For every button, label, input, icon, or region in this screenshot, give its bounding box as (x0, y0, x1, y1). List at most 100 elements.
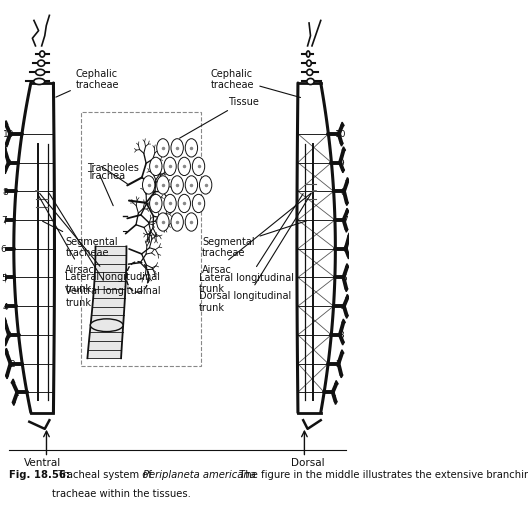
Polygon shape (348, 234, 351, 237)
Text: 3: 3 (5, 331, 11, 340)
Polygon shape (0, 263, 2, 267)
Text: Trachea: Trachea (87, 171, 125, 181)
Polygon shape (342, 148, 345, 151)
Text: Tissue: Tissue (180, 97, 259, 139)
Text: 9: 9 (338, 159, 344, 168)
Polygon shape (341, 350, 344, 354)
Circle shape (157, 177, 169, 195)
Polygon shape (341, 123, 344, 126)
Polygon shape (346, 295, 350, 298)
Polygon shape (3, 146, 6, 150)
Polygon shape (0, 177, 2, 181)
Text: tracheae within the tissues.: tracheae within the tissues. (52, 488, 191, 498)
Ellipse shape (307, 70, 313, 76)
Circle shape (185, 177, 197, 195)
Text: 10: 10 (3, 130, 14, 139)
Polygon shape (345, 230, 348, 233)
Polygon shape (11, 379, 15, 383)
Polygon shape (345, 289, 348, 292)
Text: Lateral longitudinal
trunk: Lateral longitudinal trunk (199, 194, 303, 294)
Text: Airsac: Airsac (202, 193, 312, 275)
Circle shape (164, 158, 176, 176)
Text: 6: 6 (342, 245, 348, 253)
Circle shape (149, 158, 162, 176)
Text: 7: 7 (1, 216, 7, 225)
Circle shape (200, 177, 212, 195)
Polygon shape (5, 376, 8, 379)
Text: 1: 1 (331, 388, 337, 397)
Circle shape (164, 195, 176, 213)
Text: Cephalic
tracheae: Cephalic tracheae (56, 69, 119, 98)
Ellipse shape (307, 79, 314, 86)
Text: 1: 1 (14, 388, 20, 397)
Polygon shape (4, 343, 7, 346)
Polygon shape (342, 320, 345, 323)
Polygon shape (297, 84, 335, 413)
Polygon shape (342, 171, 344, 174)
Text: . The figure in the middle illustrates the extensive branching of: . The figure in the middle illustrates t… (233, 469, 528, 478)
Text: Segmental
tracheae: Segmental tracheae (202, 221, 306, 258)
Polygon shape (0, 230, 3, 234)
Polygon shape (0, 316, 2, 320)
Text: 5: 5 (1, 273, 7, 282)
Text: Periplaneta americana: Periplaneta americana (143, 469, 256, 478)
Polygon shape (334, 402, 337, 405)
Polygon shape (0, 207, 2, 211)
Polygon shape (342, 342, 344, 345)
Polygon shape (346, 178, 350, 182)
Text: Ventral longitudinal
trunk: Ventral longitudinal trunk (49, 194, 161, 307)
Circle shape (185, 139, 197, 158)
Text: Airsac: Airsac (37, 194, 95, 275)
Polygon shape (346, 203, 348, 206)
Circle shape (185, 213, 197, 232)
Polygon shape (0, 293, 2, 297)
Polygon shape (88, 247, 126, 358)
Ellipse shape (90, 319, 123, 332)
Text: 5: 5 (342, 273, 347, 282)
Text: 2: 2 (335, 359, 341, 369)
Text: Fig. 18.56:: Fig. 18.56: (8, 469, 70, 478)
Text: Tracheoles: Tracheoles (87, 162, 139, 172)
Polygon shape (12, 402, 15, 406)
Text: 10: 10 (335, 130, 347, 139)
Polygon shape (4, 171, 7, 175)
Text: 9: 9 (5, 159, 11, 168)
Text: 3: 3 (338, 331, 344, 340)
Text: 7: 7 (342, 216, 347, 225)
Circle shape (149, 195, 162, 213)
Text: 8: 8 (3, 187, 8, 196)
Text: Dorsal: Dorsal (291, 458, 325, 468)
Ellipse shape (307, 61, 312, 67)
Polygon shape (0, 290, 3, 293)
Polygon shape (340, 375, 343, 378)
Polygon shape (345, 264, 349, 268)
Ellipse shape (40, 52, 45, 58)
Ellipse shape (126, 262, 149, 293)
Polygon shape (4, 122, 8, 125)
Circle shape (157, 213, 169, 232)
Polygon shape (3, 318, 6, 322)
Circle shape (178, 158, 191, 176)
Text: 2: 2 (9, 359, 15, 369)
Ellipse shape (35, 70, 45, 76)
Polygon shape (5, 144, 8, 148)
Polygon shape (335, 381, 338, 384)
Circle shape (192, 158, 205, 176)
Circle shape (192, 195, 205, 213)
Polygon shape (347, 257, 350, 260)
Text: Cephalic
tracheae: Cephalic tracheae (211, 69, 300, 98)
Text: 4: 4 (3, 302, 8, 311)
Circle shape (143, 177, 155, 195)
Text: 4: 4 (341, 302, 346, 311)
Text: Ventral: Ventral (24, 458, 62, 468)
Circle shape (171, 139, 183, 158)
Polygon shape (14, 84, 54, 413)
Text: Lateral longitudinal
trunk: Lateral longitudinal trunk (40, 194, 161, 293)
Polygon shape (345, 316, 348, 319)
Ellipse shape (306, 52, 310, 58)
Circle shape (157, 139, 169, 158)
Polygon shape (346, 209, 349, 212)
Polygon shape (4, 349, 8, 353)
Text: Tracheal system of: Tracheal system of (52, 469, 155, 478)
Circle shape (171, 177, 183, 195)
